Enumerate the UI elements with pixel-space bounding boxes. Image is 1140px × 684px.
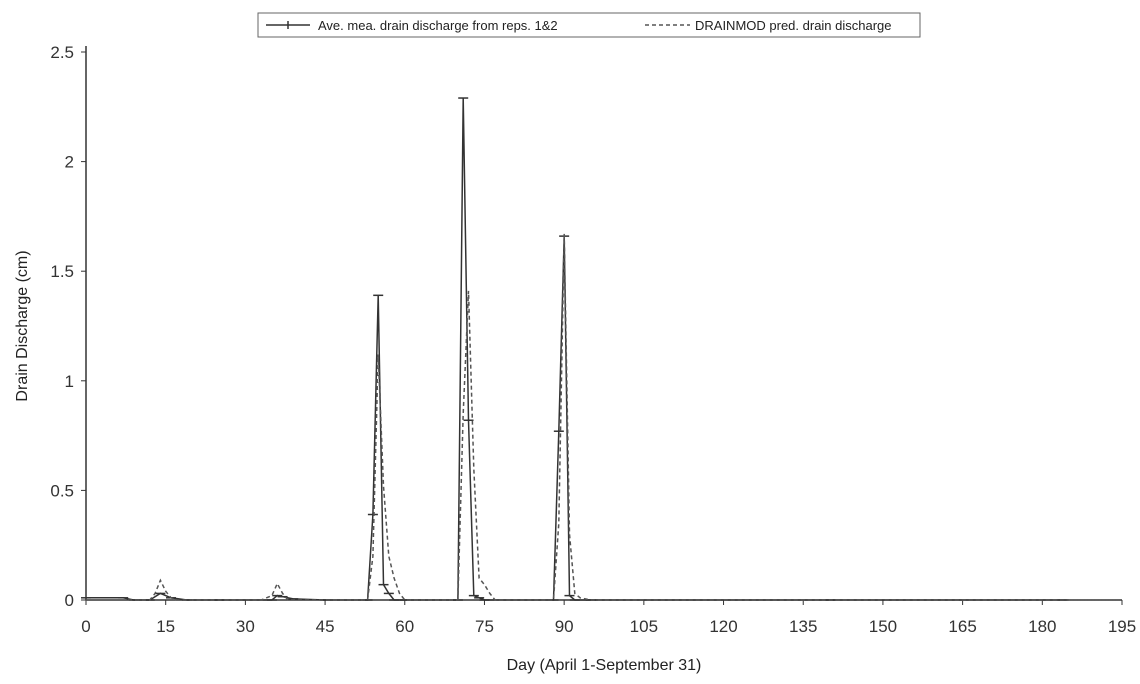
y-tick-label: 1.5 — [50, 262, 74, 281]
x-tick-label: 165 — [948, 617, 976, 636]
y-axis-label: Drain Discharge (cm) — [14, 250, 31, 401]
x-tick-label: 135 — [789, 617, 817, 636]
y-tick-label: 0.5 — [50, 481, 74, 500]
y-tick-label: 2.5 — [50, 43, 74, 62]
x-tick-label: 105 — [630, 617, 658, 636]
x-tick-label: 30 — [236, 617, 255, 636]
legend-box — [257, 12, 921, 38]
x-axis-label: Day (April 1-September 31) — [507, 657, 702, 674]
x-tick-label: 75 — [475, 617, 494, 636]
x-tick-label: 0 — [81, 617, 90, 636]
series-layer — [81, 97, 1122, 601]
series-measured-line — [86, 97, 1064, 601]
legend-label-predicted: DRAINMOD pred. drain discharge — [695, 18, 892, 33]
axes — [85, 46, 1122, 601]
series-predicted-line — [86, 233, 1122, 601]
y-tick-label: 1 — [65, 372, 74, 391]
x-tick-label: 60 — [395, 617, 414, 636]
x-tick-label: 90 — [555, 617, 574, 636]
x-tick-label: 150 — [869, 617, 897, 636]
x-tick-label: 180 — [1028, 617, 1056, 636]
y-ticks: 0 0.5 1 1.5 2 2.5 — [50, 43, 86, 610]
x-tick-label: 45 — [316, 617, 335, 636]
x-ticks: 0 15 30 45 60 75 90 105 120 135 150 165 180 195 — [81, 600, 1136, 636]
x-tick-label: 195 — [1108, 617, 1136, 636]
y-tick-label: 2 — [65, 153, 74, 172]
x-tick-label: 120 — [709, 617, 737, 636]
legend-label-measured: Ave. mea. drain discharge from reps. 1&2 — [318, 18, 558, 33]
y-tick-label: 0 — [65, 591, 74, 610]
legend: Ave. mea. drain discharge from reps. 1&2… — [257, 12, 921, 38]
x-tick-label: 15 — [156, 617, 175, 636]
